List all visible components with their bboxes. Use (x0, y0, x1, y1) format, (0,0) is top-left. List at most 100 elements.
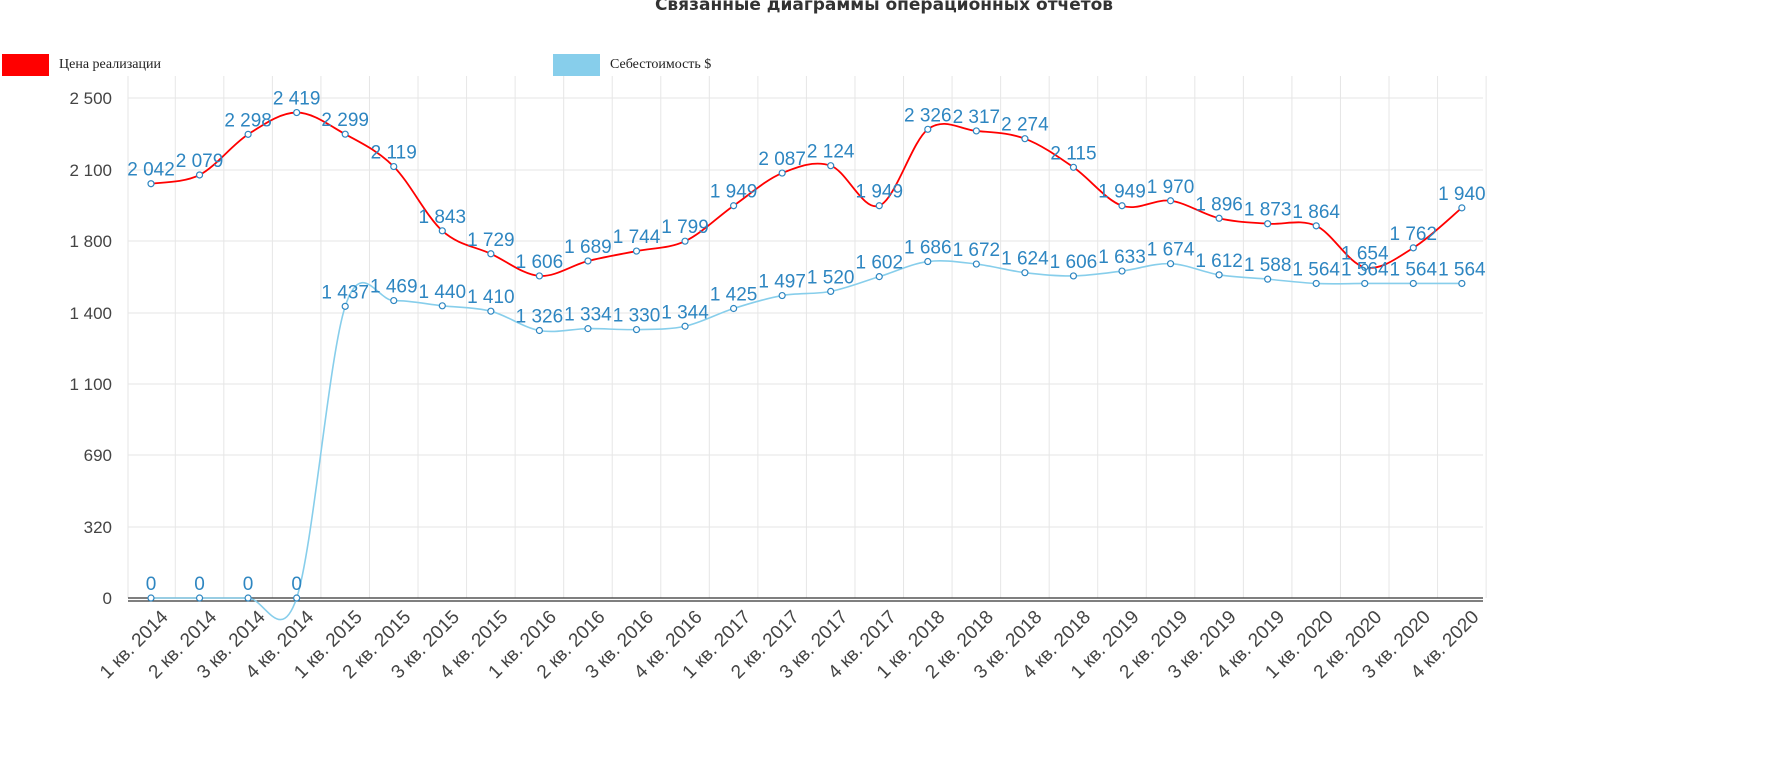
data-point-cost (147, 594, 155, 602)
data-label-cost: 0 (243, 574, 254, 595)
data-point-cost (584, 325, 592, 333)
data-point-price (584, 257, 592, 265)
data-label-price: 1 843 (419, 207, 467, 228)
data-label-price: 2 317 (953, 107, 1001, 128)
data-label-cost: 0 (146, 574, 157, 595)
data-label-price: 2 326 (904, 105, 952, 126)
data-point-price (1069, 163, 1078, 171)
y-axis-ticks: 2 500 2 100 1 800 1 400 1 100 690 320 0 (69, 89, 112, 608)
data-label-price: 1 873 (1244, 200, 1292, 221)
data-label-price: 1 949 (855, 182, 903, 203)
data-label-cost: 1 633 (1098, 247, 1146, 268)
data-point-cost (1166, 260, 1175, 268)
data-point-cost (244, 594, 252, 602)
data-point-price (681, 237, 689, 245)
data-point-cost (1264, 275, 1272, 283)
data-label-price: 2 115 (1050, 143, 1096, 164)
data-label-price: 1 949 (1098, 182, 1146, 203)
data-point-cost (827, 287, 835, 295)
data-point-price (147, 180, 155, 188)
data-point-price (924, 125, 932, 133)
data-point-cost (535, 326, 544, 335)
data-label-cost: 1 564 (1390, 259, 1438, 280)
data-label-price: 2 124 (807, 142, 855, 163)
data-label-price: 1 896 (1195, 194, 1243, 215)
data-point-price (487, 250, 495, 258)
data-label-cost: 1 469 (370, 277, 418, 298)
data-label-price: 2 042 (127, 160, 175, 181)
data-point-price (1166, 197, 1175, 205)
data-point-price (1458, 204, 1466, 212)
data-label-cost: 1 437 (321, 282, 369, 303)
data-point-price (390, 162, 398, 171)
data-point-price (778, 169, 786, 177)
data-label-cost: 1 686 (904, 238, 952, 259)
data-point-price (1361, 263, 1369, 271)
data-point-cost (681, 322, 689, 330)
data-point-cost (390, 296, 398, 305)
data-point-cost (341, 302, 349, 310)
data-point-price (1118, 202, 1126, 210)
data-label-price: 1 940 (1438, 184, 1486, 205)
grid (127, 76, 1487, 602)
data-label-cost: 0 (194, 574, 205, 595)
data-label-cost: 1 520 (807, 267, 855, 288)
data-point-price (244, 130, 252, 138)
y-tick-label: 2 100 (69, 161, 112, 180)
data-label-cost: 1 440 (419, 282, 467, 303)
data-point-price (1409, 244, 1417, 252)
data-point-price (341, 130, 349, 138)
data-label-price: 1 970 (1147, 177, 1195, 198)
data-label-price: 1 744 (613, 227, 661, 248)
data-point-cost (729, 304, 738, 313)
legend-swatch-price (2, 54, 49, 76)
data-point-cost (1069, 272, 1078, 280)
data-point-price (729, 202, 738, 210)
data-label-cost: 1 672 (953, 240, 1001, 261)
y-tick-label: 320 (84, 518, 112, 537)
series-lines (150, 111, 1463, 621)
data-point-cost (1021, 269, 1029, 277)
data-point-cost (1458, 279, 1466, 288)
data-label-price: 2 087 (758, 149, 806, 170)
data-point-cost (972, 260, 980, 268)
data-point-price (293, 108, 301, 117)
data-label-cost: 1 624 (1001, 249, 1049, 270)
data-label-cost: 1 602 (855, 253, 903, 274)
legend-label-cost: Себестоимость $ (610, 57, 712, 72)
data-point-cost (1409, 279, 1417, 288)
y-tick-label: 0 (103, 589, 112, 608)
data-point-cost (924, 257, 932, 266)
data-point-cost (195, 594, 204, 602)
data-point-cost (1215, 271, 1223, 279)
data-label-price: 2 274 (1001, 115, 1049, 136)
data-label-cost: 1 564 (1438, 259, 1486, 280)
y-tick-label: 2 500 (69, 89, 112, 108)
data-label-price: 2 298 (224, 110, 272, 131)
y-tick-label: 1 400 (69, 304, 112, 323)
data-label-cost: 1 425 (710, 285, 758, 306)
data-label-cost: 1 330 (613, 306, 661, 327)
data-label-price: 1 729 (467, 230, 515, 251)
legend-item-price[interactable]: Цена реализации (2, 54, 161, 76)
data-label-price: 1 654 (1341, 243, 1389, 264)
data-label-price: 2 079 (176, 151, 224, 172)
data-point-cost (1312, 279, 1320, 288)
legend-item-cost[interactable]: Себестоимость $ (553, 54, 711, 76)
data-label-price: 2 119 (371, 143, 417, 164)
data-point-cost (875, 273, 883, 281)
data-point-price (1264, 220, 1272, 228)
data-point-price (632, 247, 641, 255)
y-tick-label: 1 100 (69, 375, 112, 394)
data-label-price: 1 799 (661, 217, 709, 238)
data-point-cost (293, 594, 301, 602)
data-label-price: 1 606 (516, 252, 564, 273)
data-label-price: 1 762 (1390, 224, 1438, 245)
data-label-price: 1 864 (1292, 202, 1340, 223)
data-label-cost: 0 (291, 574, 302, 595)
data-label-price: 1 689 (564, 237, 612, 258)
data-label-cost: 1 674 (1147, 240, 1195, 261)
data-point-price (535, 272, 544, 280)
